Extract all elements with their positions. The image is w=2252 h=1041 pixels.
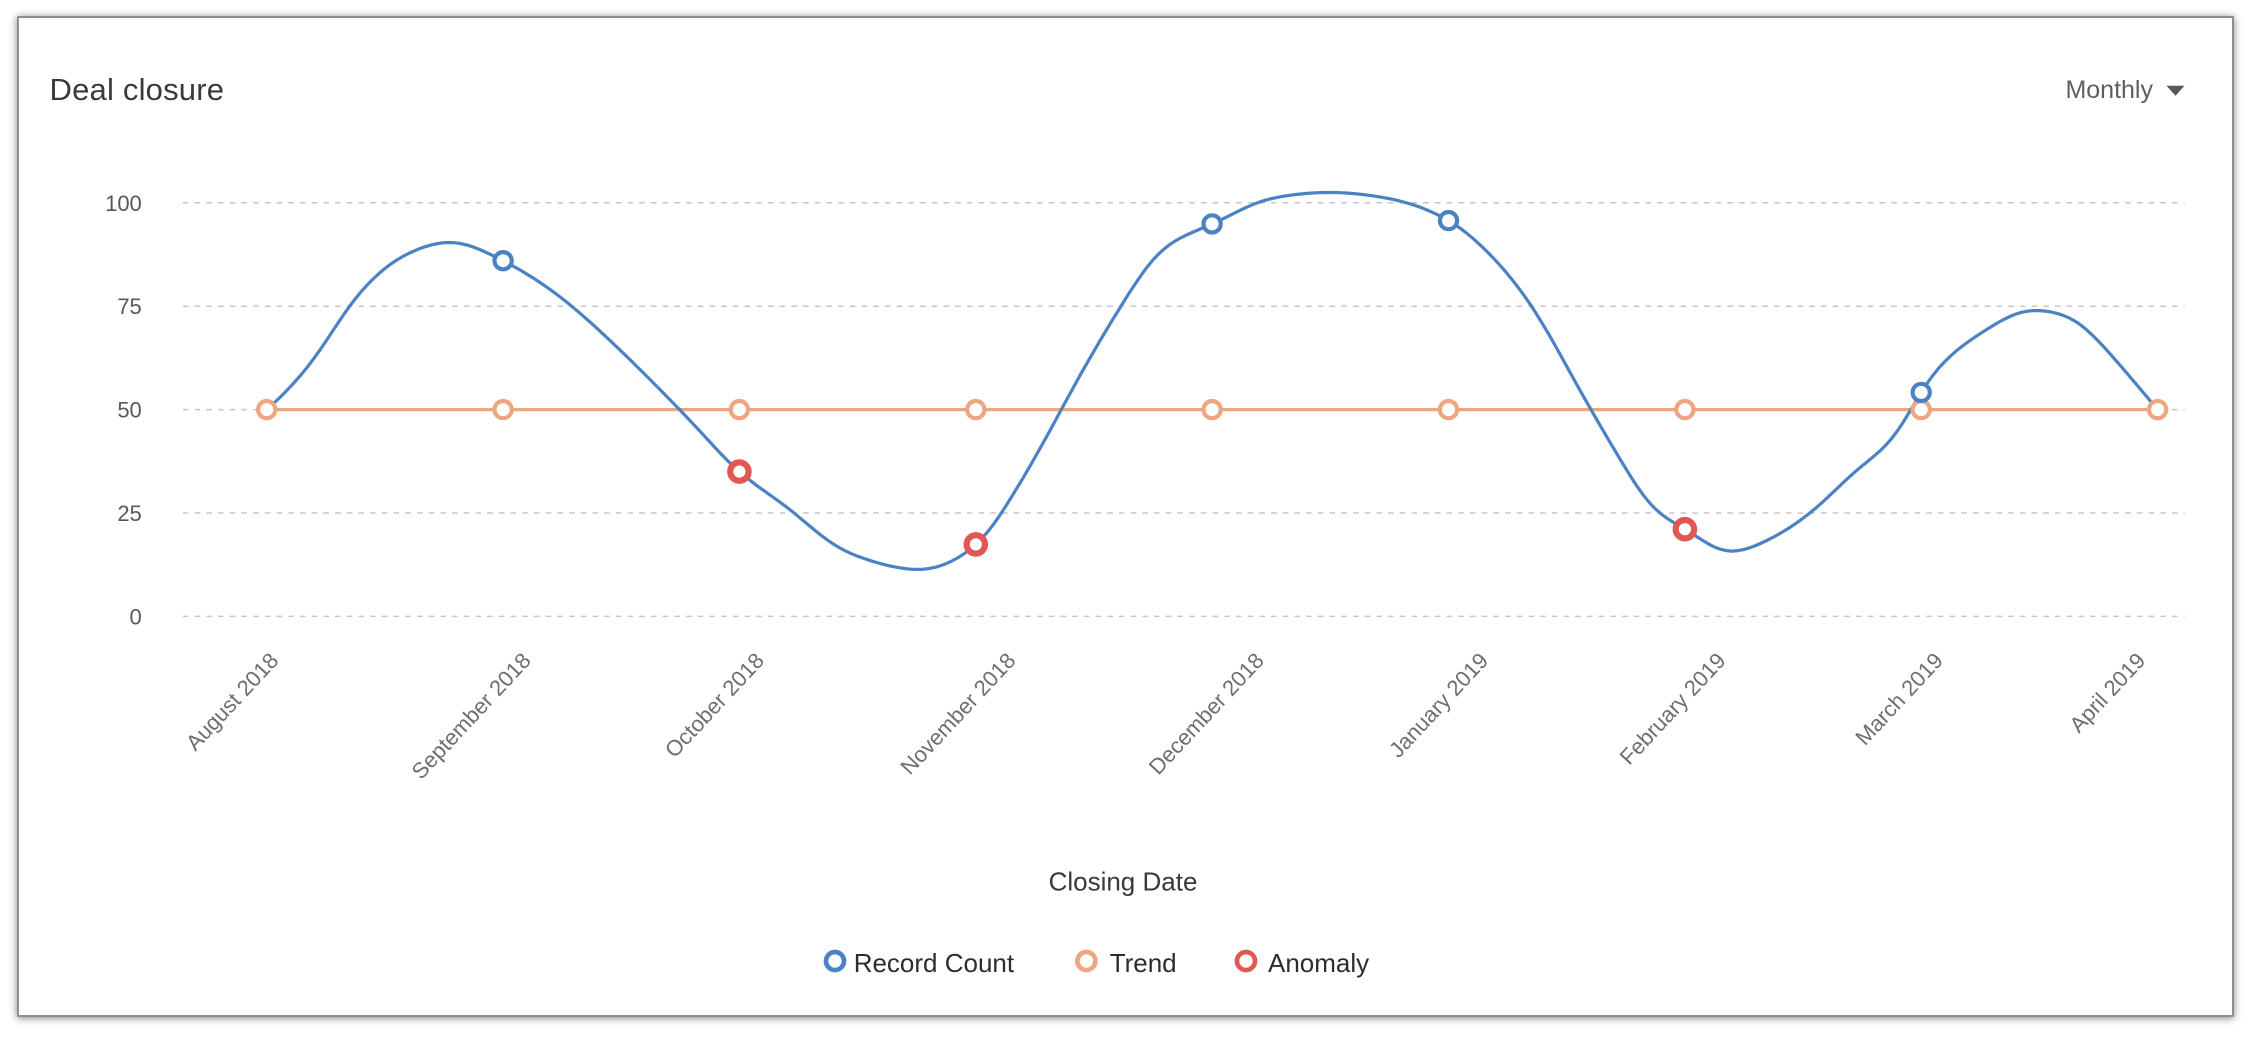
svg-text:25: 25 bbox=[117, 501, 141, 526]
svg-text:September 2018: September 2018 bbox=[407, 648, 536, 784]
svg-text:December 2018: December 2018 bbox=[1144, 648, 1269, 780]
svg-text:Monthly: Monthly bbox=[2065, 76, 2153, 104]
svg-text:75: 75 bbox=[117, 294, 141, 319]
svg-text:October 2018: October 2018 bbox=[660, 648, 769, 763]
svg-text:Closing Date: Closing Date bbox=[1049, 867, 1198, 897]
svg-text:0: 0 bbox=[130, 604, 142, 629]
svg-text:February 2019: February 2019 bbox=[1615, 648, 1731, 770]
svg-text:Deal closure: Deal closure bbox=[50, 72, 225, 107]
svg-text:Anomaly: Anomaly bbox=[1268, 948, 1369, 978]
svg-text:100: 100 bbox=[105, 191, 142, 216]
svg-text:50: 50 bbox=[117, 398, 141, 423]
svg-text:January 2019: January 2019 bbox=[1384, 648, 1493, 763]
svg-text:April 2019: April 2019 bbox=[2064, 648, 2150, 738]
svg-text:Record Count: Record Count bbox=[854, 948, 1015, 978]
svg-text:Trend: Trend bbox=[1110, 948, 1177, 978]
svg-text:March 2019: March 2019 bbox=[1850, 648, 1948, 750]
svg-text:August 2018: August 2018 bbox=[181, 648, 284, 755]
svg-text:November 2018: November 2018 bbox=[895, 648, 1020, 780]
